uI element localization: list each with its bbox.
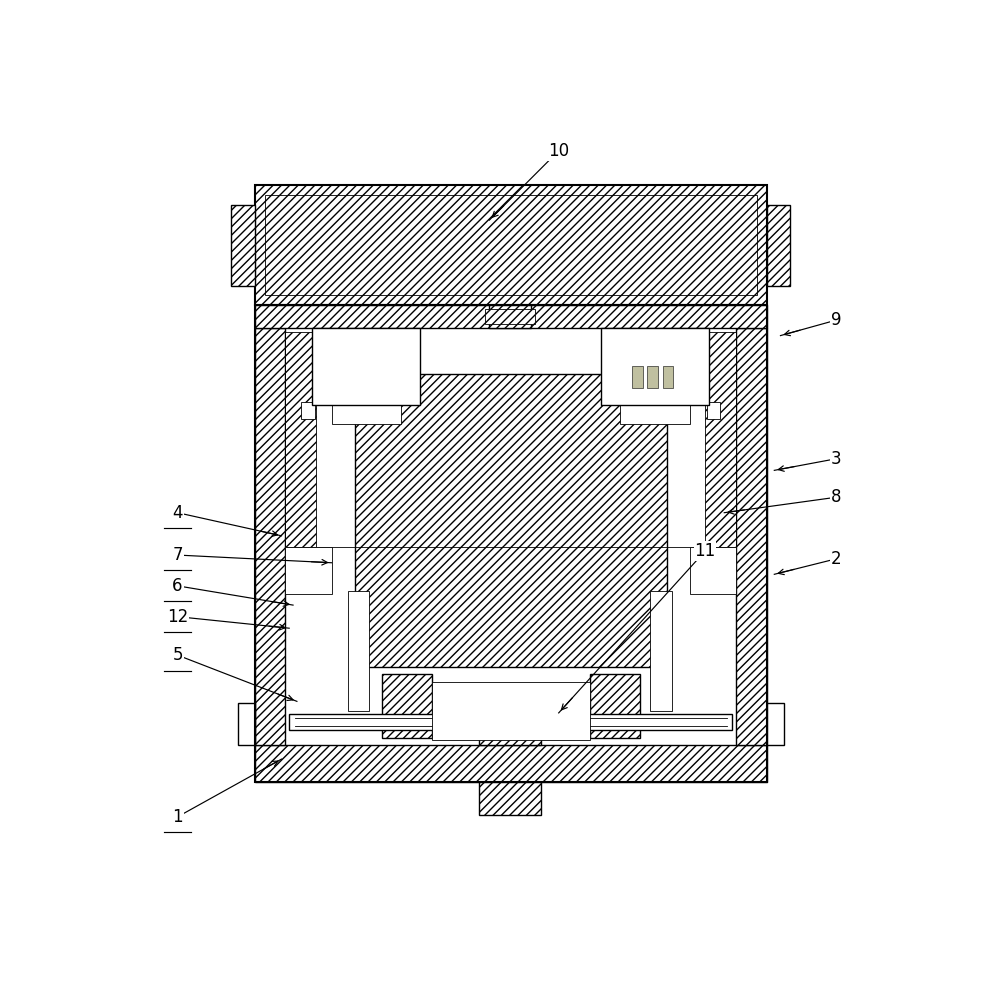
Bar	[736, 328, 767, 745]
Text: 2: 2	[831, 550, 841, 568]
Bar	[767, 205, 790, 286]
Bar	[663, 366, 673, 388]
Bar	[265, 195, 757, 295]
Text: 9: 9	[831, 311, 841, 329]
Bar	[601, 328, 709, 342]
Bar	[355, 374, 666, 667]
Bar	[479, 711, 541, 745]
Bar	[690, 547, 736, 594]
Bar	[255, 745, 767, 782]
Bar	[301, 402, 315, 419]
Bar	[705, 332, 736, 547]
Bar	[332, 405, 401, 424]
Bar	[312, 328, 329, 405]
Bar	[692, 328, 709, 405]
Text: 4: 4	[172, 504, 183, 522]
Bar	[312, 328, 420, 342]
Bar	[707, 402, 720, 419]
Bar	[601, 328, 709, 405]
Bar	[601, 328, 618, 405]
Bar	[348, 591, 369, 711]
Bar	[767, 703, 784, 745]
Bar	[590, 674, 640, 738]
Text: 6: 6	[172, 577, 183, 595]
Bar	[432, 682, 590, 740]
Text: 5: 5	[172, 646, 183, 664]
Bar	[231, 205, 255, 286]
Bar	[289, 714, 732, 730]
Bar	[285, 547, 332, 594]
Bar	[312, 328, 420, 405]
Bar	[403, 328, 420, 405]
Bar	[650, 591, 672, 711]
Text: 3: 3	[831, 450, 841, 468]
Bar	[382, 674, 432, 738]
Bar	[255, 305, 767, 782]
Text: 7: 7	[172, 546, 183, 564]
Bar	[632, 366, 643, 388]
Bar	[479, 782, 541, 815]
Text: 10: 10	[548, 142, 569, 160]
Text: 8: 8	[831, 488, 841, 506]
Bar	[285, 332, 316, 547]
Bar	[255, 185, 767, 305]
Bar	[255, 305, 767, 328]
Text: 11: 11	[694, 542, 716, 560]
Text: 1: 1	[172, 808, 183, 826]
Bar	[238, 703, 255, 745]
Bar	[620, 405, 690, 424]
Text: 12: 12	[167, 608, 188, 626]
Bar	[647, 366, 658, 388]
Bar	[255, 328, 285, 745]
Bar	[489, 305, 531, 328]
Bar	[485, 309, 535, 324]
